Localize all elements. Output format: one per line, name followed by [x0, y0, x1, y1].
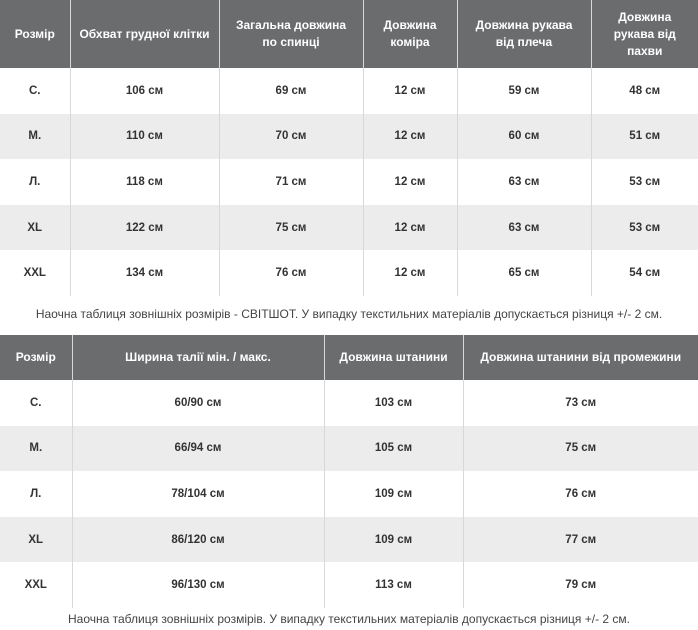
table-cell: 70 см [218, 113, 363, 160]
table-cell: 63 см [456, 204, 591, 251]
table-cell: 118 см [69, 159, 219, 205]
table-cell: 134 см [69, 250, 219, 296]
table-row: XL 86/120 см 109 см 77 см [0, 516, 698, 563]
table-cell: XXL [24, 579, 47, 592]
table-cell: 59 см [456, 68, 591, 114]
table-cell: 113 см [323, 562, 463, 608]
table-row: М. 66/94 см 105 см 75 см [0, 425, 698, 472]
table-caption: Наочна таблиця зовнішніх розмірів - СВІТ… [35, 306, 663, 321]
table-cell: 79 см [462, 562, 698, 608]
table-cell: 103 см [323, 379, 463, 426]
column-header: Загальна довжина по спинці [218, 0, 363, 68]
column-header: Довжина рукава від плеча [456, 0, 591, 68]
table-cell: 69 см [218, 68, 363, 114]
column-header: Розмір [0, 0, 70, 68]
column-header: Довжина штанини [323, 334, 463, 380]
table-cell: XL [0, 516, 72, 563]
column-header: Довжина коміра [362, 0, 457, 68]
table-cell: 76 см [462, 471, 698, 517]
table-cell: 106 см [69, 68, 219, 114]
table-cell: 65 см [456, 250, 591, 296]
table-cell: 12 см [362, 113, 457, 160]
table-cell: 60/90 см [71, 379, 324, 426]
column-header: Довжина штанини від промежини [462, 334, 698, 380]
table-cell: Л. [29, 175, 41, 188]
column-header: Ширина талії мін. / макс. [71, 334, 324, 380]
table-row: XXL 134 см 76 см 12 см 65 см 54 см [0, 250, 698, 296]
table-row: Л. 78/104 см 109 см 76 см [0, 471, 698, 517]
table-cell: 76 см [218, 250, 363, 296]
table-cell: С. [30, 396, 42, 409]
table-cell: М. [0, 113, 70, 160]
table-cell: 105 см [323, 425, 463, 472]
table-cell: 12 см [362, 159, 457, 205]
table-cell: Л. [30, 487, 42, 500]
table-cell: XXL [23, 267, 46, 280]
table-cell: 51 см [590, 113, 698, 160]
table-cell: 12 см [362, 250, 457, 296]
table-cell: 66/94 см [71, 425, 324, 472]
table-cell: 109 см [323, 516, 463, 563]
table-cell: 48 см [590, 68, 698, 114]
table-cell: 96/130 см [71, 562, 324, 608]
table-cell: 109 см [323, 471, 463, 517]
table-row: С. 60/90 см 103 см 73 см [0, 379, 698, 426]
column-header: Обхват грудної клітки [69, 0, 219, 68]
table-cell: 78/104 см [71, 471, 324, 517]
table-cell: 110 см [69, 113, 219, 160]
column-header: Довжина рукава від пахви [590, 0, 698, 68]
table-cell: 12 см [362, 204, 457, 251]
table-cell: XL [0, 204, 70, 251]
sweatshirt-table: Розмір Обхват грудної клітки Загальна довж… [0, 0, 698, 296]
table-row: XL 122 см 75 см 12 см 63 см 53 см [0, 204, 698, 251]
table-row: С. 106 см 69 см 12 см 59 см 48 см [0, 68, 698, 114]
table-cell: 12 см [362, 68, 457, 114]
table-cell: 75 см [462, 425, 698, 472]
table-cell: 77 см [462, 516, 698, 563]
pants-table: Розмір Ширина талії мін. / макс. Довжина ш… [0, 334, 698, 608]
table-cell: 71 см [218, 159, 363, 205]
table-cell: 73 см [462, 379, 698, 426]
table-cell: 86/120 см [71, 516, 324, 563]
table-cell: 75 см [218, 204, 363, 251]
table-caption: Наочна таблиця зовнішніх розмірів. У вип… [67, 611, 630, 626]
table-row: Л. 118 см 71 см 12 см 63 см 53 см [0, 159, 698, 205]
table-cell: 53 см [590, 159, 698, 205]
table-cell: 53 см [590, 204, 698, 251]
table-cell: 63 см [456, 159, 591, 205]
column-header: Розмір [0, 334, 72, 380]
table-cell: 122 см [69, 204, 219, 251]
table-cell: 54 см [590, 250, 698, 296]
table-cell: М. [0, 425, 72, 472]
table-row: XXL 96/130 см 113 см 79 см [0, 562, 698, 608]
table-row: М. 110 см 70 см 12 см 60 см 51 см [0, 113, 698, 160]
table-cell: С. [29, 84, 41, 97]
table-cell: 60 см [456, 113, 591, 160]
